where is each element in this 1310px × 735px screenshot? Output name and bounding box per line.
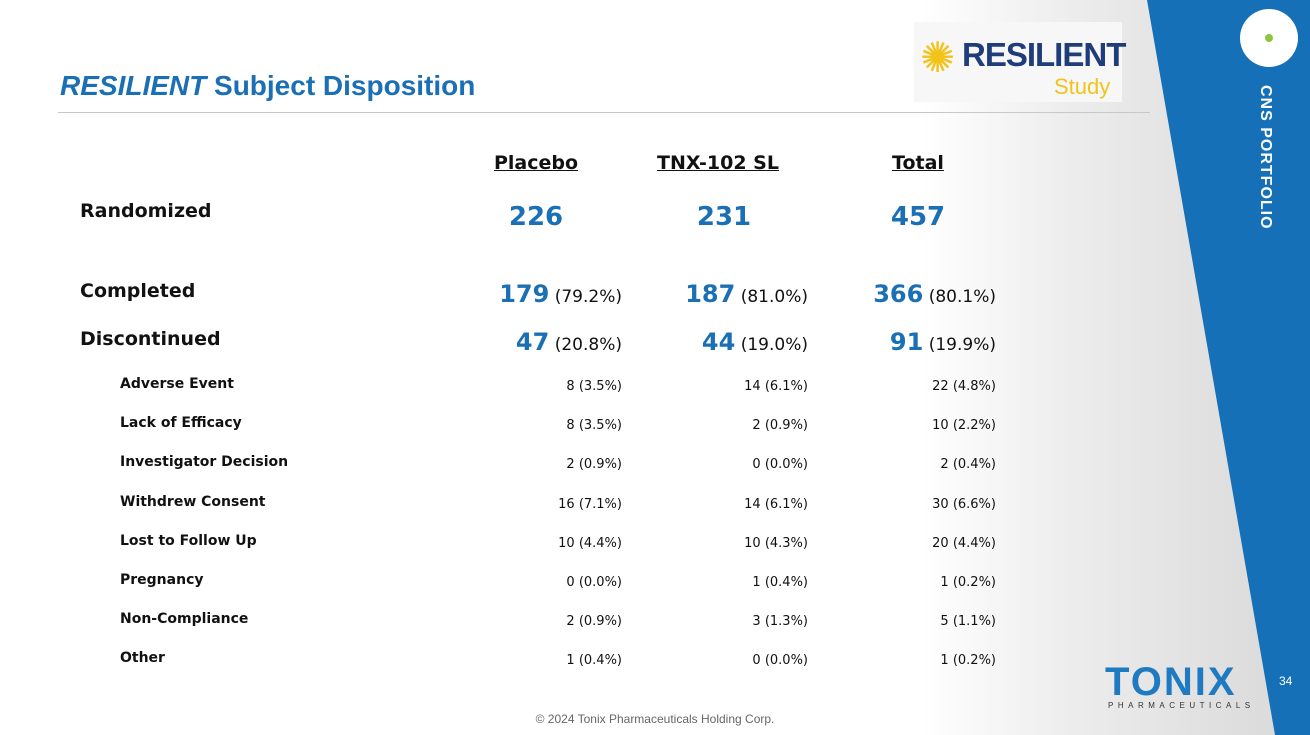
row-label: Randomized — [80, 200, 212, 222]
row-label: Investigator Decision — [120, 454, 289, 471]
count: 44 — [701, 328, 736, 356]
cell-value: 10 (4.4%) — [558, 535, 622, 551]
side-label: CNS PORTFOLIO — [1257, 85, 1274, 230]
row-label: Non-Compliance — [120, 611, 249, 628]
cell-value: 10 (2.2%) — [932, 418, 996, 434]
percent: (19.0%) — [735, 335, 808, 355]
row-label: Completed — [80, 280, 196, 302]
cell-value: 1 (0.4%) — [566, 653, 622, 669]
cell-value: 10 (4.3%) — [744, 535, 808, 551]
cell-value: 44 (19.0%) — [608, 328, 808, 356]
title-rest: Subject Disposition — [206, 70, 476, 101]
cell-value: 2 (0.9%) — [566, 614, 622, 630]
footer-copyright: © 2024 Tonix Pharmaceuticals Holding Cor… — [535, 712, 775, 726]
cell-value: 226 — [476, 202, 596, 232]
cell-value: 1 (0.2%) — [940, 575, 996, 590]
cell-value: 47 (20.8%) — [422, 328, 622, 356]
cell-value: 8 (3.5%) — [566, 418, 622, 434]
count: 91 — [889, 328, 924, 356]
cell-value: 231 — [664, 202, 784, 232]
cell-value: 366 (80.1%) — [796, 280, 996, 308]
count: 457 — [890, 202, 946, 232]
row-label: Discontinued — [80, 328, 221, 350]
cell-value: 2 (0.9%) — [566, 457, 622, 473]
count: 226 — [508, 202, 564, 232]
cell-value: 187 (81.0%) — [608, 280, 808, 308]
percent: (80.1%) — [923, 287, 996, 307]
cell-value: 16 (7.1%) — [558, 496, 622, 512]
percent: (19.9%) — [923, 335, 996, 355]
row-label: Lack of Efficacy — [120, 415, 242, 432]
cell-value: 14 (6.1%) — [744, 379, 808, 394]
cell-value: 0 (0.0%) — [566, 575, 622, 590]
column-header-placebo: Placebo — [493, 152, 579, 174]
logo-name: RESILIENT — [962, 36, 1126, 73]
cell-value: 5 (1.1%) — [940, 614, 996, 630]
cell-value: 3 (1.3%) — [752, 614, 808, 630]
cell-value: 8 (3.5%) — [566, 379, 622, 394]
page-title: RESILIENT Subject Disposition — [60, 70, 475, 102]
divider — [58, 112, 1150, 113]
burst-icon: ✺ — [920, 34, 956, 81]
row-label: Withdrew Consent — [120, 493, 266, 510]
cell-value: 30 (6.6%) — [932, 496, 996, 512]
column-header-total: Total — [892, 152, 944, 174]
row-label: Lost to Follow Up — [120, 532, 257, 549]
logo-sub: Study — [1054, 74, 1111, 99]
count: 366 — [873, 280, 924, 308]
percent: (81.0%) — [735, 287, 808, 307]
tonix-logo: TONIX — [1105, 660, 1237, 704]
count: 231 — [696, 202, 752, 232]
cell-value: 91 (19.9%) — [796, 328, 996, 356]
count: 47 — [515, 328, 550, 356]
count: 187 — [685, 280, 736, 308]
row-label: Other — [120, 650, 165, 667]
cell-value: 2 (0.4%) — [940, 457, 996, 473]
page-number: 34 — [1279, 674, 1293, 688]
cell-value: 22 (4.8%) — [932, 379, 996, 394]
cell-value: 1 (0.2%) — [940, 653, 996, 669]
cell-value: 20 (4.4%) — [932, 535, 996, 551]
count: 179 — [499, 280, 550, 308]
cell-value: 0 (0.0%) — [752, 653, 808, 669]
column-header-tnx: TNX-102 SL — [657, 152, 779, 174]
tonix-logo-sub: PHARMACEUTICALS — [1108, 701, 1255, 710]
title-italic: RESILIENT — [60, 70, 207, 101]
row-label: Adverse Event — [120, 376, 234, 392]
cell-value: 457 — [858, 202, 978, 232]
row-label: Pregnancy — [120, 572, 204, 588]
cell-value: 14 (6.1%) — [744, 496, 808, 512]
cell-value: 179 (79.2%) — [422, 280, 622, 308]
percent: (20.8%) — [549, 335, 622, 355]
cell-value: 0 (0.0%) — [752, 457, 808, 473]
percent: (79.2%) — [549, 287, 622, 307]
cell-value: 1 (0.4%) — [752, 575, 808, 590]
cell-value: 2 (0.9%) — [752, 418, 808, 434]
resilient-study-logo: ✺ RESILIENT Study — [914, 22, 1126, 102]
neuron-icon — [1240, 9, 1298, 67]
